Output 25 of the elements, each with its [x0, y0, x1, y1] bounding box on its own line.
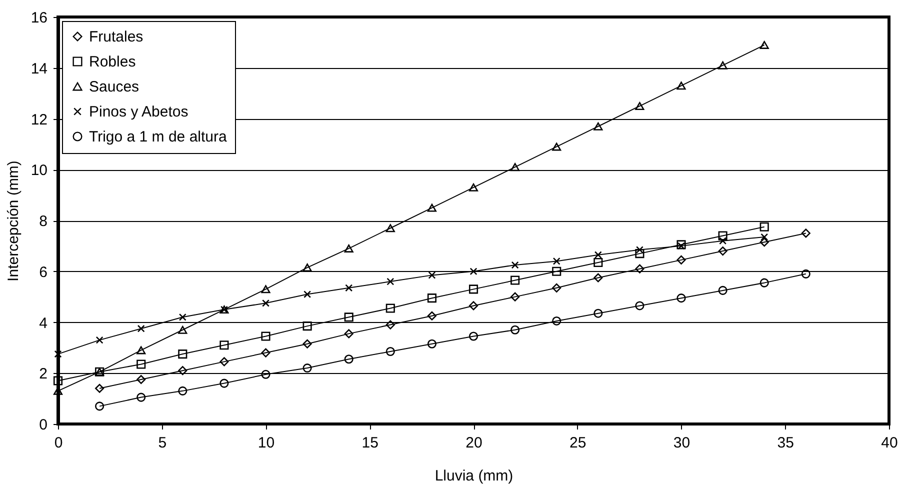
x-tick-label: 35 — [777, 434, 794, 452]
x-tick-label: 20 — [466, 434, 482, 452]
y-tick-label: 16 — [30, 10, 48, 26]
x-tick-label: 40 — [881, 434, 898, 452]
legend-label: Frutales — [89, 28, 144, 46]
legend-label: Pinos y Abetos — [89, 104, 188, 120]
x-tick-label: 0 — [54, 434, 63, 452]
y-tick-label: 2 — [39, 366, 48, 383]
y-tick-label: 8 — [39, 213, 48, 230]
x-axis-title: Lluvia (mm) — [434, 468, 514, 484]
y-axis-title: Intercepción (mm) — [4, 160, 22, 282]
y-tick-label: 14 — [30, 60, 48, 78]
x-tick-label: 15 — [362, 434, 378, 452]
legend-label: Trigo a 1 m de altura — [89, 128, 228, 146]
y-tick-label: 4 — [39, 314, 48, 332]
y-tick-label: 12 — [30, 111, 48, 128]
y-tick-label: 0 — [39, 416, 48, 434]
x-tick-label: 30 — [673, 434, 690, 452]
x-tick-label: 25 — [570, 434, 586, 452]
x-tick-label: 5 — [158, 434, 167, 452]
legend-label: Sauces — [89, 78, 140, 96]
y-tick-label: 10 — [30, 162, 48, 180]
y-tick-label: 6 — [39, 264, 48, 281]
x-tick-label: 10 — [258, 434, 275, 452]
legend-label: Robles — [89, 54, 136, 70]
